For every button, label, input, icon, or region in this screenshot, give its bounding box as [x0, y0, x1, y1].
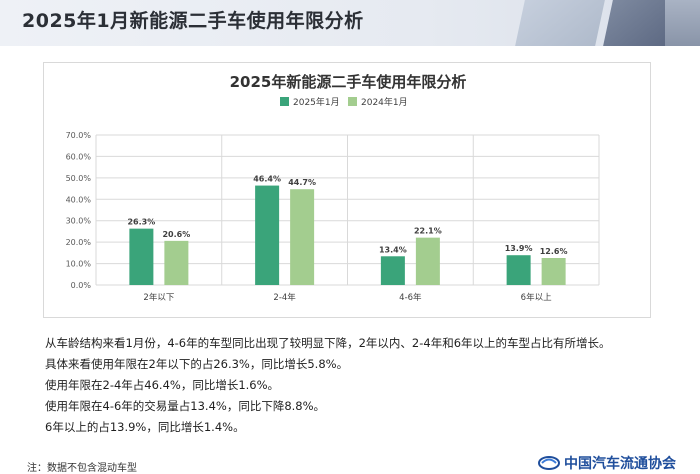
bar [255, 185, 280, 285]
association-logo-icon [538, 456, 560, 470]
footer-logo: 中国汽车流通协会 [538, 452, 700, 470]
x-tick-label: 6年以上 [521, 292, 552, 303]
x-tick-label: 2年以下 [143, 292, 174, 303]
header-decoration [513, 0, 607, 46]
bar [290, 189, 315, 285]
note-line: 使用年限在4-6年的交易量占13.4%，同比下降8.8%。 [45, 399, 326, 413]
header-decoration [665, 0, 700, 46]
legend-label: 2025年1月 [293, 96, 340, 108]
legend-swatch [348, 97, 357, 106]
note-line: 6年以上的占13.9%，同比增长1.4%。 [45, 420, 245, 434]
data-label: 22.1% [414, 227, 442, 236]
bar [541, 258, 566, 285]
data-label: 26.3% [127, 218, 155, 227]
y-tick-label: 20.0% [66, 238, 92, 247]
bar [380, 256, 405, 285]
analysis-notes: 从车龄结构来看1月份，4-6年的车型同比出现了较明显下降，2年以内、2-4年和6… [45, 333, 685, 438]
legend-swatch [280, 97, 289, 106]
note-line: 具体来看使用年限在2年以下的占26.3%，同比增长5.8%。 [45, 357, 349, 371]
data-label: 13.9% [505, 244, 533, 253]
data-label: 44.7% [288, 178, 316, 187]
x-tick-label: 2-4年 [273, 292, 296, 303]
bar [506, 255, 531, 285]
y-tick-label: 40.0% [66, 195, 92, 204]
x-tick-label: 4-6年 [399, 292, 422, 303]
data-label: 46.4% [253, 175, 281, 184]
chart-container: 2025年新能源二手车使用年限分析 2025年1月 2024年1月 0.0% 10.0%… [43, 62, 651, 318]
y-tick-label: 10.0% [66, 260, 92, 269]
footnote: 注：数据不包含混动车型 [27, 463, 137, 474]
header-banner: 2025年1月新能源二手车使用年限分析 [0, 0, 700, 46]
bar-chart: 2025年新能源二手车使用年限分析 2025年1月 2024年1月 0.0% 10.0%… [66, 73, 600, 303]
note-line: 使用年限在2-4年占46.4%，同比增长1.6%。 [45, 378, 280, 392]
data-label: 20.6% [162, 230, 190, 239]
data-label: 12.6% [540, 247, 568, 256]
legend-label: 2024年1月 [361, 96, 408, 108]
y-tick-label: 70.0% [66, 131, 92, 140]
y-tick-label: 60.0% [66, 152, 92, 161]
organization-name: 中国汽车流通协会 [564, 456, 676, 470]
y-tick-label: 0.0% [71, 281, 92, 290]
y-tick-label: 50.0% [66, 174, 92, 183]
note-line: 从车龄结构来看1月份，4-6年的车型同比出现了较明显下降，2年以内、2-4年和6… [45, 336, 611, 350]
page-title: 2025年1月新能源二手车使用年限分析 [22, 10, 364, 32]
bar [415, 237, 440, 285]
data-label: 13.4% [379, 245, 407, 254]
bar [129, 228, 154, 285]
chart-title: 2025年新能源二手车使用年限分析 [230, 73, 467, 91]
y-tick-label: 30.0% [66, 217, 92, 226]
bar [164, 240, 189, 285]
